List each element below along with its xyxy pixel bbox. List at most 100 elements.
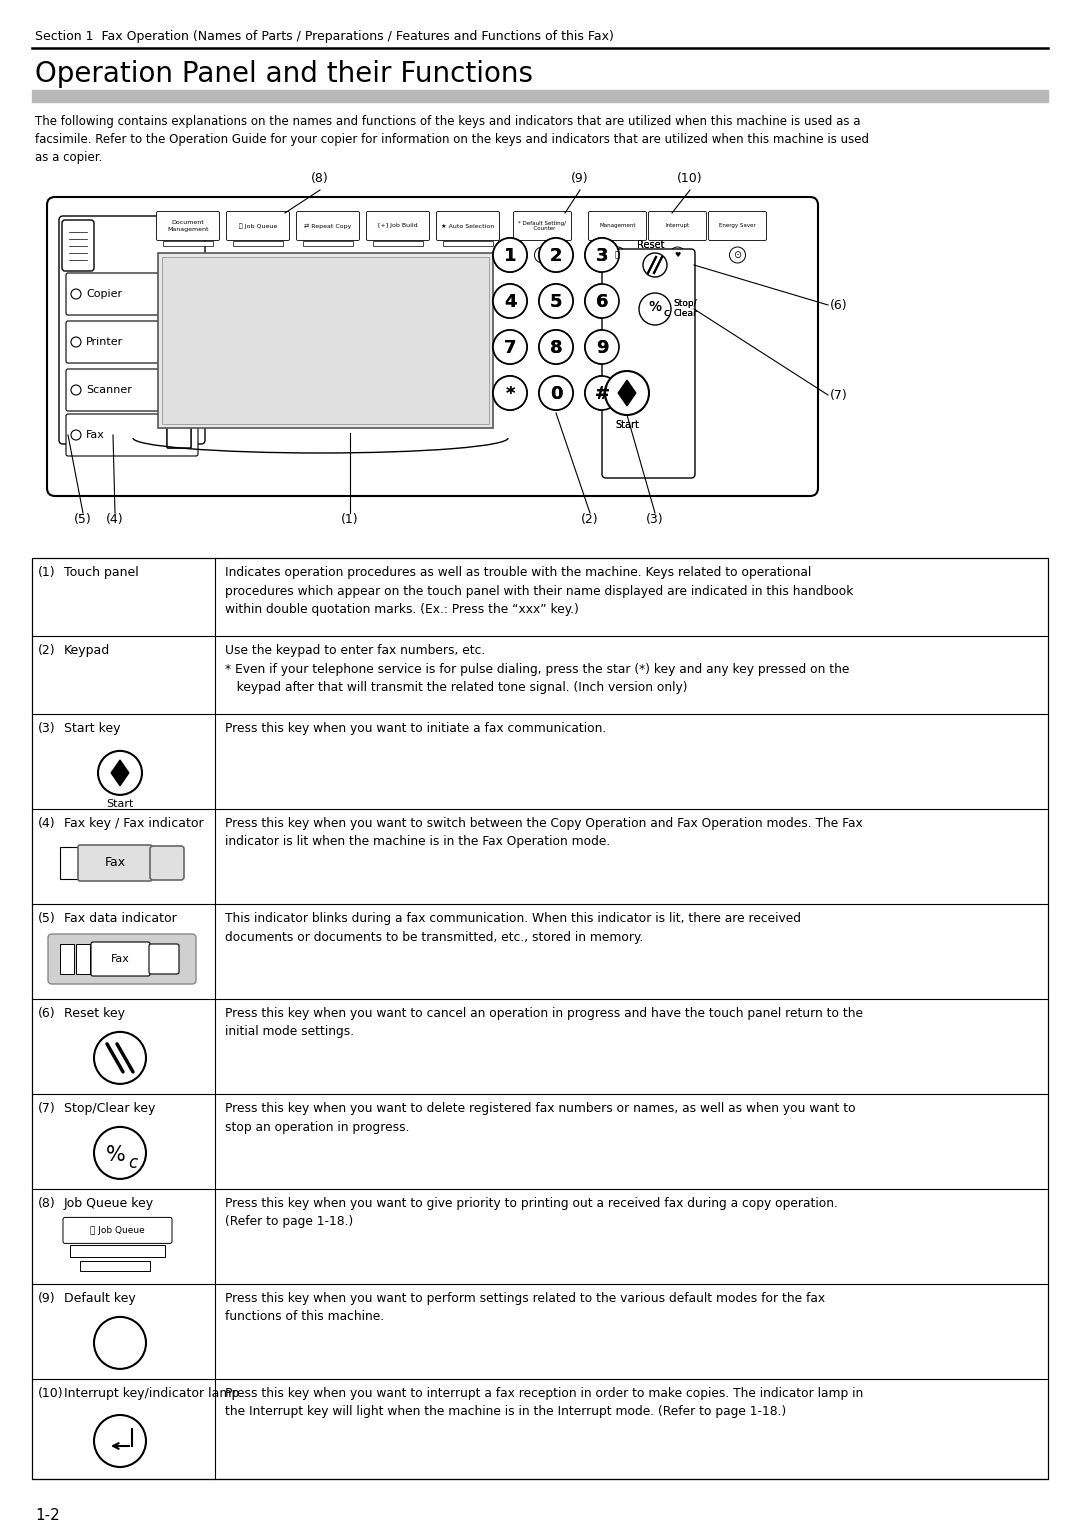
Text: Management: Management [599, 223, 636, 229]
Text: 0: 0 [550, 385, 563, 403]
Bar [443, 241, 492, 246]
Text: Reset key: Reset key [64, 1007, 125, 1021]
Text: c: c [129, 1154, 137, 1172]
FancyBboxPatch shape [227, 211, 289, 240]
Text: ⭢ Job Queue: ⭢ Job Queue [90, 1225, 145, 1235]
Text: 0: 0 [550, 385, 563, 403]
Text: Fax data indicator: Fax data indicator [64, 912, 177, 924]
Circle shape [539, 376, 573, 410]
FancyBboxPatch shape [708, 211, 767, 240]
Text: *: * [505, 385, 515, 403]
Circle shape [585, 330, 619, 364]
Text: Interrupt key/indicator lamp: Interrupt key/indicator lamp [64, 1387, 240, 1400]
Text: This indicator blinks during a fax communication. When this indicator is lit, th: This indicator blinks during a fax commu… [225, 912, 801, 943]
FancyBboxPatch shape [589, 211, 647, 240]
Bar [32, 558, 1048, 1479]
Text: Press this key when you want to give priority to printing out a received fax dur: Press this key when you want to give pri… [225, 1196, 838, 1229]
Text: Keypad: Keypad [64, 643, 110, 657]
Text: 2: 2 [550, 248, 563, 264]
Circle shape [492, 330, 527, 364]
FancyBboxPatch shape [62, 220, 94, 270]
Text: Press this key when you want to switch between the Copy Operation and Fax Operat: Press this key when you want to switch b… [225, 817, 863, 848]
Circle shape [94, 1415, 146, 1467]
Text: (9): (9) [38, 1293, 56, 1305]
Text: 7: 7 [503, 339, 516, 358]
Text: Press this key when you want to delete registered fax numbers or names, as well : Press this key when you want to delete r… [225, 1102, 855, 1134]
Circle shape [98, 750, 141, 795]
Text: ⇄ Repeat Copy: ⇄ Repeat Copy [305, 223, 352, 229]
Polygon shape [618, 380, 636, 406]
Circle shape [729, 248, 745, 263]
Circle shape [609, 248, 625, 263]
Text: %: % [648, 299, 662, 313]
Text: (10): (10) [677, 173, 703, 185]
Circle shape [71, 385, 81, 396]
Text: Press this key when you want to initiate a fax communication.: Press this key when you want to initiate… [225, 723, 606, 735]
Text: 3: 3 [596, 248, 608, 264]
FancyBboxPatch shape [91, 941, 150, 976]
Circle shape [585, 376, 619, 410]
Circle shape [539, 330, 573, 364]
Bar [32, 558, 1048, 1479]
Polygon shape [618, 380, 636, 406]
Text: c: c [663, 309, 670, 318]
Text: 9: 9 [596, 339, 608, 358]
Circle shape [585, 284, 619, 318]
FancyBboxPatch shape [167, 422, 191, 448]
Text: 8: 8 [550, 339, 563, 358]
Text: Press this key when you want to cancel an operation in progress and have the tou: Press this key when you want to cancel a… [225, 1007, 863, 1039]
Text: 5: 5 [550, 293, 563, 312]
Text: Reset: Reset [637, 240, 664, 251]
Circle shape [492, 238, 527, 272]
FancyBboxPatch shape [167, 281, 191, 307]
Bar [158, 254, 492, 428]
Text: Stop/: Stop/ [673, 299, 697, 309]
Text: (8): (8) [38, 1196, 56, 1210]
FancyBboxPatch shape [366, 211, 430, 240]
Text: 3: 3 [596, 248, 608, 264]
Text: (7): (7) [38, 1102, 56, 1115]
FancyBboxPatch shape [648, 211, 706, 240]
Text: Fax key / Fax indicator: Fax key / Fax indicator [64, 817, 204, 830]
Text: %: % [648, 299, 662, 313]
Text: Use the keypad to enter fax numbers, etc.
* Even if your telephone service is fo: Use the keypad to enter fax numbers, etc… [225, 643, 849, 694]
FancyBboxPatch shape [167, 329, 191, 354]
Text: c: c [663, 309, 670, 318]
Text: Operation Panel and their Functions: Operation Panel and their Functions [35, 60, 534, 89]
Text: Clear: Clear [673, 310, 697, 318]
Text: Stop/Clear key: Stop/Clear key [64, 1102, 156, 1115]
Text: 4: 4 [503, 293, 516, 312]
Text: 🔒: 🔒 [615, 251, 620, 260]
Text: ⊙: ⊙ [733, 251, 742, 260]
Text: (9): (9) [571, 173, 589, 185]
FancyBboxPatch shape [78, 845, 152, 882]
Text: Energy Saver: Energy Saver [719, 223, 756, 229]
Text: (6): (6) [38, 1007, 56, 1021]
Text: 1-2: 1-2 [35, 1508, 59, 1523]
Text: 1: 1 [503, 248, 516, 264]
FancyBboxPatch shape [48, 197, 818, 497]
Circle shape [585, 330, 619, 364]
Circle shape [492, 330, 527, 364]
Text: Start: Start [616, 420, 639, 429]
Text: * Default Setting/
  Counter: * Default Setting/ Counter [518, 220, 567, 231]
Text: (5): (5) [38, 912, 56, 924]
Circle shape [492, 238, 527, 272]
Circle shape [643, 254, 667, 277]
FancyBboxPatch shape [150, 847, 184, 880]
Circle shape [585, 238, 619, 272]
Text: 2: 2 [550, 248, 563, 264]
Bar [80, 1262, 150, 1271]
Text: ♥: ♥ [674, 252, 680, 258]
Circle shape [539, 376, 573, 410]
Circle shape [639, 293, 671, 325]
Text: 6: 6 [596, 293, 608, 312]
Text: Scanner: Scanner [86, 385, 132, 396]
Bar [70, 1245, 165, 1258]
Text: Default key: Default key [64, 1293, 136, 1305]
Text: 5: 5 [550, 293, 563, 312]
Circle shape [639, 293, 671, 325]
Text: 1: 1 [503, 248, 516, 264]
Text: (10): (10) [38, 1387, 64, 1400]
Circle shape [71, 338, 81, 347]
